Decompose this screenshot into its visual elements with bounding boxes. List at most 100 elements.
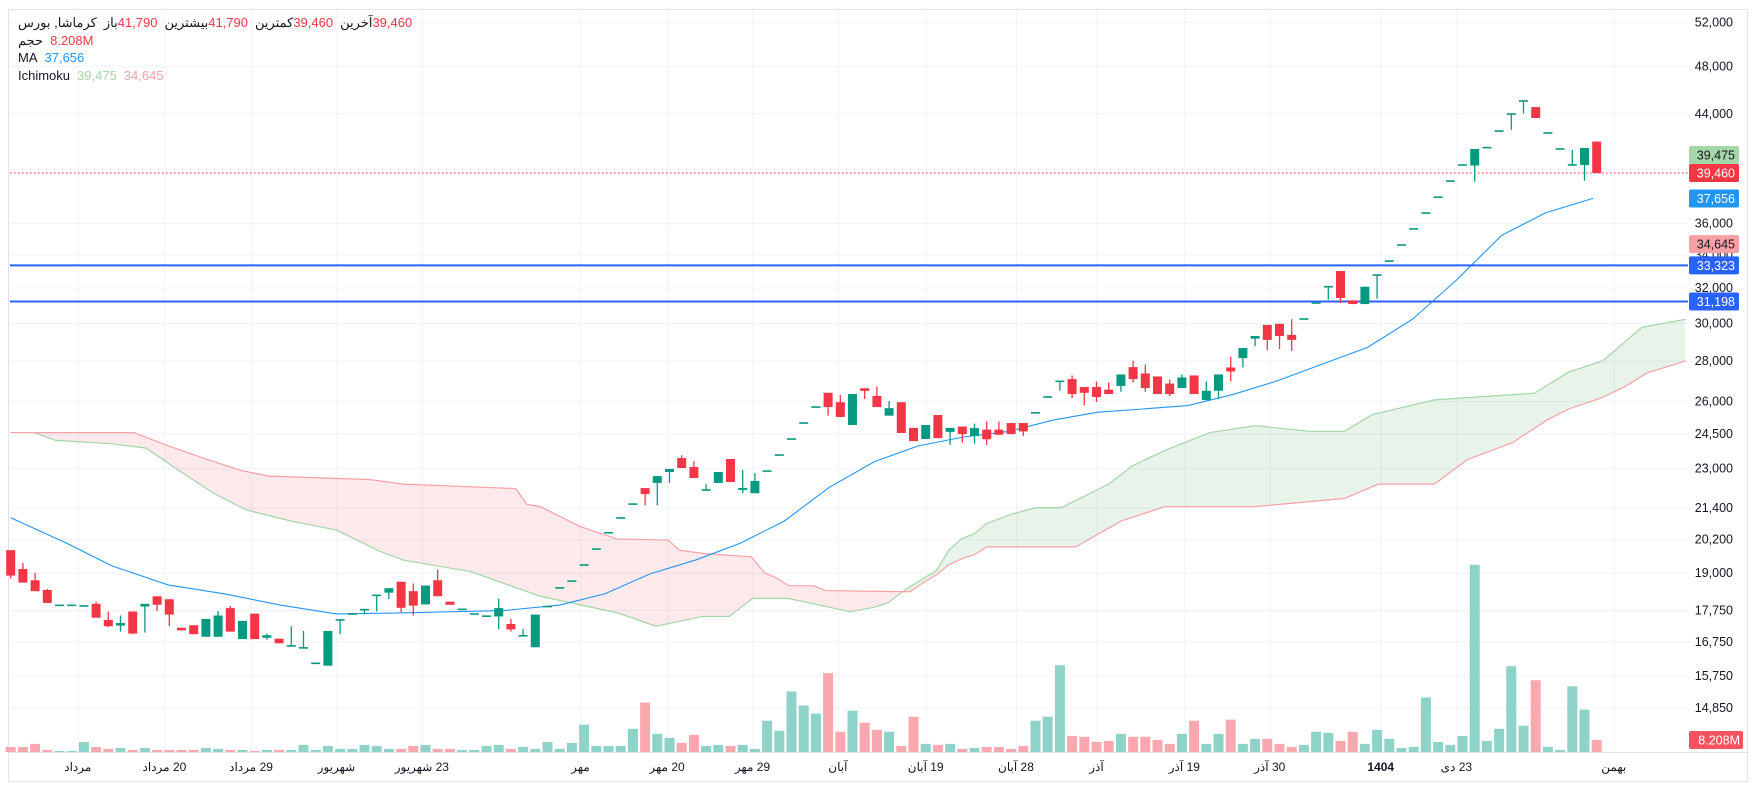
candle[interactable] <box>750 472 760 494</box>
candle[interactable] <box>1055 380 1065 391</box>
candle[interactable] <box>1470 148 1480 182</box>
candle[interactable] <box>884 401 894 416</box>
candle[interactable] <box>896 402 906 433</box>
candle[interactable] <box>1592 141 1602 173</box>
candle[interactable] <box>1153 376 1162 395</box>
candle[interactable] <box>323 630 333 666</box>
candle[interactable] <box>982 421 992 445</box>
candle[interactable] <box>726 459 735 482</box>
candle[interactable] <box>445 601 455 605</box>
candle[interactable] <box>1445 180 1455 182</box>
legend-ma-row[interactable]: MA 37,656 <box>18 49 412 67</box>
candle[interactable] <box>152 596 162 612</box>
candle[interactable] <box>18 563 28 583</box>
candle[interactable] <box>116 615 125 632</box>
candle[interactable] <box>1433 196 1443 198</box>
candle[interactable] <box>1006 423 1016 435</box>
candle[interactable] <box>408 583 418 616</box>
candle[interactable] <box>1092 381 1101 403</box>
candle[interactable] <box>713 472 723 483</box>
candle[interactable] <box>286 626 296 647</box>
volume-price-label[interactable]: 8.208M <box>1689 731 1743 749</box>
candle[interactable] <box>1201 381 1211 401</box>
candle[interactable] <box>347 613 357 615</box>
candle[interactable] <box>970 423 979 444</box>
candle[interactable] <box>1250 335 1260 347</box>
candle[interactable] <box>201 618 211 637</box>
candle[interactable] <box>1519 100 1528 114</box>
price-label-ichimoku-b[interactable]: 34,645 <box>1689 235 1739 254</box>
candle[interactable] <box>1116 374 1126 392</box>
candle[interactable] <box>1555 148 1565 150</box>
candle[interactable] <box>360 608 369 615</box>
candle[interactable] <box>1238 348 1248 368</box>
candle[interactable] <box>1409 228 1419 230</box>
candle[interactable] <box>823 392 833 416</box>
candle[interactable] <box>177 627 186 631</box>
candle[interactable] <box>640 488 650 506</box>
candle[interactable] <box>555 587 565 589</box>
price-label-hline-1[interactable]: 33,323 <box>1689 256 1739 275</box>
candle[interactable] <box>128 611 138 635</box>
candle[interactable] <box>909 427 918 442</box>
candle[interactable] <box>396 581 406 613</box>
candle[interactable] <box>42 589 52 603</box>
candle[interactable] <box>140 603 150 633</box>
candle[interactable] <box>811 406 821 408</box>
candle[interactable] <box>567 580 577 582</box>
candle[interactable] <box>457 608 467 611</box>
candle[interactable] <box>1458 164 1467 166</box>
candle[interactable] <box>1018 423 1028 436</box>
price-label-hline-2[interactable]: 31,198 <box>1689 292 1739 311</box>
candle[interactable] <box>591 548 601 550</box>
time-axis[interactable]: مرداد 20 مرداد 29 مرداد شهریور 23 شهریور مهر 2… <box>64 759 1626 774</box>
candle[interactable] <box>1189 375 1199 395</box>
candle[interactable] <box>1275 323 1284 350</box>
legend-ichimoku-row[interactable]: Ichimoku 39,475 34,645 <box>18 67 412 85</box>
candle[interactable] <box>372 594 382 612</box>
candle[interactable] <box>79 605 89 607</box>
candle[interactable] <box>628 503 638 505</box>
candle[interactable] <box>957 426 967 443</box>
candle[interactable] <box>1140 364 1150 392</box>
legend-volume-row[interactable]: حجم 8.208M <box>18 32 412 50</box>
candle[interactable] <box>1336 271 1345 304</box>
candle[interactable] <box>652 476 662 506</box>
candle[interactable] <box>1177 374 1187 389</box>
candle[interactable] <box>506 618 516 632</box>
candle[interactable] <box>872 386 882 408</box>
candle[interactable] <box>579 564 589 566</box>
candle[interactable] <box>1128 360 1138 383</box>
candle[interactable] <box>1079 387 1089 406</box>
candle[interactable] <box>921 425 931 440</box>
candle[interactable] <box>945 427 955 445</box>
candle[interactable] <box>1494 130 1504 132</box>
candle[interactable] <box>518 628 528 637</box>
candle[interactable] <box>469 613 479 615</box>
candle[interactable] <box>299 630 308 649</box>
candle[interactable] <box>1348 300 1358 305</box>
candle[interactable] <box>604 531 613 534</box>
candle[interactable] <box>1299 318 1309 320</box>
candle[interactable] <box>1214 374 1223 400</box>
candle[interactable] <box>1262 324 1272 350</box>
price-axis[interactable]: 52,00048,00044,00036,00034,00032,00030,0… <box>1689 16 1743 750</box>
candle[interactable] <box>543 605 552 608</box>
candle[interactable] <box>1543 132 1553 134</box>
candle[interactable] <box>1360 286 1370 305</box>
price-label-ichimoku-a[interactable]: 39,475 <box>1689 145 1739 164</box>
candle[interactable] <box>384 588 394 599</box>
candle[interactable] <box>1384 260 1394 262</box>
candle[interactable] <box>433 569 443 597</box>
candle[interactable] <box>677 455 687 468</box>
candle[interactable] <box>799 422 809 424</box>
candle[interactable] <box>762 470 772 472</box>
candle[interactable] <box>164 599 174 627</box>
candle[interactable] <box>494 598 504 630</box>
candle[interactable] <box>482 615 491 617</box>
candle[interactable] <box>1226 356 1236 382</box>
candle[interactable] <box>1482 146 1492 149</box>
candle[interactable] <box>55 604 64 607</box>
candle[interactable] <box>701 484 711 491</box>
candle[interactable] <box>530 614 540 648</box>
